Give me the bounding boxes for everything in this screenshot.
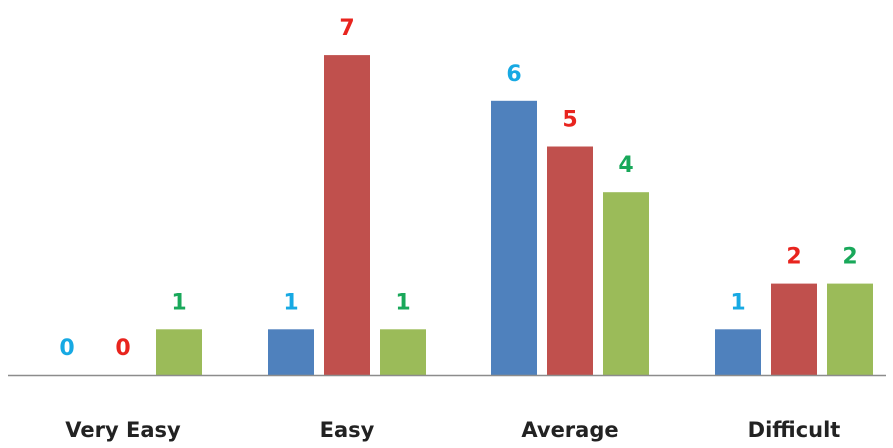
- bar-very-easy-series-3: [156, 329, 202, 375]
- value-label: 1: [283, 290, 298, 315]
- bar-average-series-2: [547, 146, 593, 375]
- value-label: 4: [618, 153, 633, 178]
- category-label: Difficult: [748, 418, 841, 442]
- category-labels-group: Very Easy Easy Average Difficult: [65, 418, 840, 442]
- value-label: 5: [562, 108, 577, 133]
- value-label: 1: [171, 290, 186, 315]
- bar-difficult-series-3: [827, 283, 873, 375]
- value-label: 1: [730, 290, 745, 315]
- bar-difficult-series-2: [771, 283, 817, 375]
- category-label: Average: [521, 418, 618, 442]
- value-label: 1: [395, 290, 410, 315]
- bar-average-series-3: [603, 192, 649, 375]
- category-label: Very Easy: [65, 418, 181, 442]
- bars-group: [156, 55, 873, 376]
- value-label: 6: [506, 62, 521, 87]
- bar-easy-series-2: [324, 55, 370, 375]
- value-label: 2: [786, 245, 801, 270]
- value-label: 7: [339, 16, 354, 41]
- value-label: 2: [842, 245, 857, 270]
- value-label: 0: [59, 336, 74, 361]
- bar-easy-series-3: [380, 329, 426, 375]
- value-labels-group: 0 0 1 1 7 1 6 5 4 1 2 2: [59, 16, 857, 361]
- value-label: 0: [115, 336, 130, 361]
- bar-average-series-1: [491, 100, 537, 376]
- category-label: Easy: [320, 418, 375, 442]
- bar-easy-series-1: [268, 329, 314, 375]
- bar-difficult-series-1: [715, 329, 761, 375]
